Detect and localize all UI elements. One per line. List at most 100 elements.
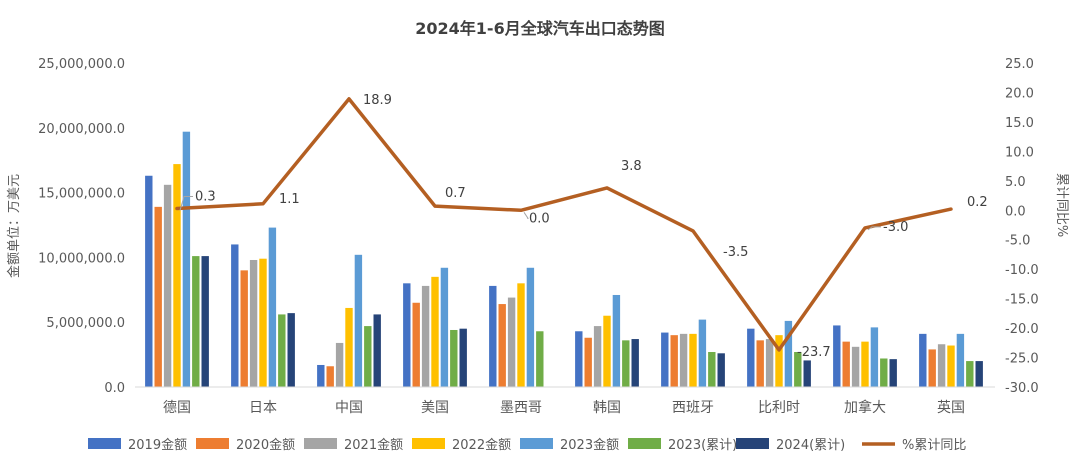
data-label: -23.7 bbox=[797, 345, 831, 360]
y2-tick-label: 15.0 bbox=[1005, 116, 1034, 131]
bar bbox=[947, 345, 955, 387]
legend-label: 2021金额 bbox=[344, 437, 403, 453]
bar bbox=[937, 344, 946, 387]
bar bbox=[517, 283, 525, 387]
bar bbox=[679, 333, 688, 387]
bar bbox=[803, 360, 811, 387]
data-label: 18.9 bbox=[363, 93, 392, 108]
bar bbox=[354, 254, 363, 387]
bar bbox=[870, 327, 879, 387]
legend-swatch bbox=[412, 438, 445, 449]
legend-swatch bbox=[628, 438, 661, 449]
y2-tick-label: 0.0 bbox=[1005, 204, 1026, 219]
bar bbox=[373, 314, 381, 387]
bar bbox=[956, 333, 965, 387]
bar bbox=[173, 164, 181, 387]
bar bbox=[670, 335, 678, 387]
bar bbox=[345, 307, 353, 387]
legend-label: 2024(累计) bbox=[776, 438, 845, 453]
y2-tick-label: -5.0 bbox=[1005, 234, 1030, 249]
y-tick-label: 15,000,000.0 bbox=[38, 187, 125, 202]
bar bbox=[201, 256, 209, 387]
x-tick-label: 日本 bbox=[249, 400, 277, 416]
bar bbox=[163, 184, 172, 387]
bar bbox=[717, 353, 725, 387]
data-label: 3.8 bbox=[621, 159, 642, 174]
bar bbox=[278, 314, 286, 387]
bar bbox=[622, 340, 630, 387]
bar bbox=[421, 285, 430, 387]
legend-label: 2019金额 bbox=[128, 437, 187, 453]
bar bbox=[489, 285, 497, 387]
bar bbox=[249, 259, 258, 387]
x-tick-label: 西班牙 bbox=[672, 400, 714, 416]
bar bbox=[698, 319, 707, 387]
bar bbox=[403, 283, 411, 387]
x-tick-label: 墨西哥 bbox=[500, 400, 542, 416]
bar bbox=[784, 320, 793, 387]
bar bbox=[833, 325, 841, 387]
bar bbox=[889, 359, 897, 387]
bar bbox=[612, 294, 621, 387]
y2-tick-label: 10.0 bbox=[1005, 145, 1034, 160]
bar bbox=[708, 352, 716, 387]
bar bbox=[335, 342, 344, 387]
y2-tick-label: -30.0 bbox=[1005, 381, 1039, 396]
axes-group: 25,000,000.0 20,000,000.0 15,000,000.0 10,0… bbox=[38, 57, 1038, 416]
y2-tick-label: 25.0 bbox=[1005, 57, 1034, 72]
bar bbox=[861, 341, 869, 387]
legend-swatch bbox=[520, 438, 553, 449]
bar bbox=[287, 313, 295, 387]
legend-label: 2023(累计) bbox=[668, 438, 737, 453]
legend-swatch bbox=[88, 438, 121, 449]
bar bbox=[317, 364, 325, 387]
bar bbox=[593, 326, 602, 387]
data-label: 0.7 bbox=[445, 186, 466, 201]
x-tick-label: 加拿大 bbox=[844, 399, 886, 416]
bar bbox=[364, 326, 372, 387]
bar bbox=[526, 267, 535, 387]
bar bbox=[182, 131, 191, 387]
y2-tick-label: 20.0 bbox=[1005, 86, 1034, 101]
legend-label: 2023金额 bbox=[560, 437, 619, 453]
bar bbox=[431, 276, 439, 387]
legend-label: %累计同比 bbox=[902, 438, 966, 453]
x-tick-label: 比利时 bbox=[758, 400, 800, 416]
y-tick-label: 20,000,000.0 bbox=[38, 122, 125, 137]
x-tick-label: 中国 bbox=[335, 400, 363, 416]
y2-tick-label: -15.0 bbox=[1005, 293, 1039, 308]
bar bbox=[756, 340, 764, 387]
bar bbox=[765, 339, 774, 387]
bar bbox=[498, 304, 506, 387]
bar bbox=[584, 337, 592, 387]
bar bbox=[459, 328, 467, 387]
line-group: 0.3 1.1 18.9 0.7 0.0 3.8 -3.5 -23.7 -3.0 0.2 bbox=[175, 93, 988, 360]
bar bbox=[231, 244, 239, 387]
bar bbox=[145, 175, 153, 387]
legend-swatch bbox=[196, 438, 229, 449]
bar bbox=[775, 335, 783, 387]
bar bbox=[326, 366, 334, 387]
bar bbox=[440, 267, 449, 387]
bar bbox=[842, 341, 850, 387]
x-tick-label: 韩国 bbox=[593, 400, 621, 416]
data-label: 0.2 bbox=[967, 195, 988, 210]
bar bbox=[880, 358, 888, 387]
y-tick-label: 5,000,000.0 bbox=[46, 316, 125, 331]
bar bbox=[603, 315, 611, 387]
bar bbox=[154, 206, 162, 387]
data-label: 0.3 bbox=[195, 190, 216, 205]
y2-tick-label: -10.0 bbox=[1005, 263, 1039, 278]
bar bbox=[450, 329, 458, 387]
bar bbox=[689, 333, 697, 387]
data-label-leader bbox=[523, 212, 529, 219]
x-tick-label: 英国 bbox=[937, 399, 965, 416]
y-tick-label: 25,000,000.0 bbox=[38, 57, 125, 72]
data-label-leader bbox=[867, 226, 881, 231]
legend-swatch bbox=[736, 438, 769, 449]
bar bbox=[919, 333, 927, 387]
bar bbox=[507, 297, 516, 387]
y2-tick-label: -20.0 bbox=[1005, 322, 1039, 337]
